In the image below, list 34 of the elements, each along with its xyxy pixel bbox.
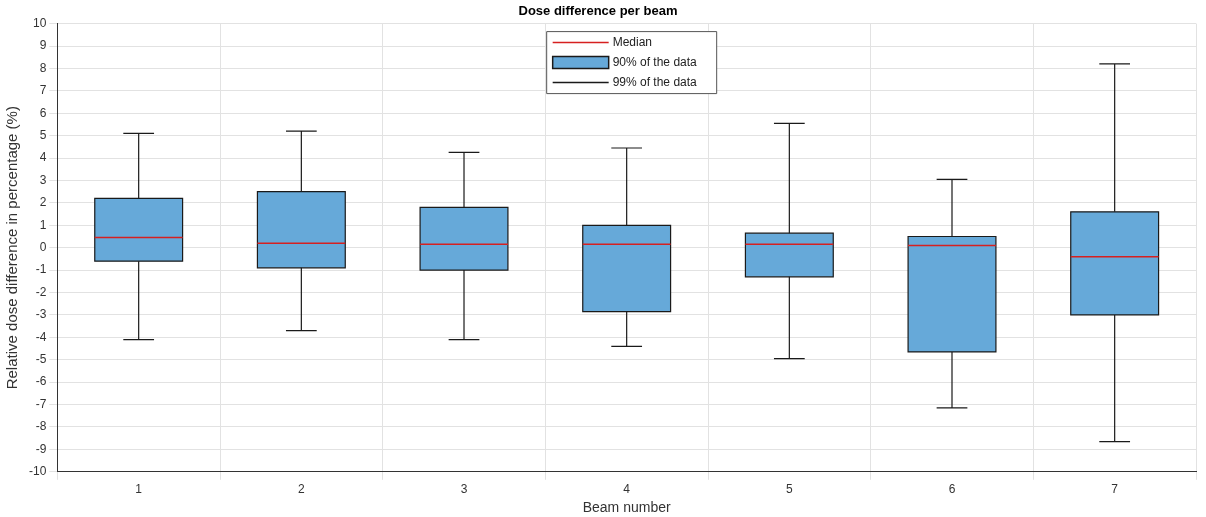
x-axis-title: Beam number — [582, 499, 671, 516]
annotation: Median — [612, 34, 653, 49]
chart-title: Dose difference per beam — [518, 3, 678, 19]
x-tick-label: 7 — [1111, 482, 1119, 497]
y-tick-label: 5 — [39, 127, 47, 142]
y-tick-label: -4 — [35, 329, 47, 344]
y-tick-label: 4 — [39, 150, 47, 165]
y-tick-label: -6 — [35, 374, 47, 389]
y-tick-label: -3 — [35, 307, 47, 322]
y-tick-label: 10 — [32, 15, 47, 30]
x-tick-label: 5 — [785, 482, 793, 497]
y-tick-label: -7 — [35, 396, 47, 411]
y-tick-label: 6 — [39, 105, 47, 120]
y-tick-label: 3 — [39, 172, 47, 187]
y-tick-label: 8 — [39, 60, 47, 75]
x-tick-label: 1 — [135, 482, 143, 497]
y-tick-label: 7 — [39, 83, 47, 98]
y-tick-label: 9 — [39, 38, 47, 53]
y-tick-label: -10 — [29, 464, 47, 479]
y-tick-label: -8 — [35, 419, 47, 434]
y-axis-title: Relative dose difference in percentage (%) — [3, 106, 21, 390]
y-tick-label: -2 — [35, 284, 47, 299]
y-tick-label: 2 — [39, 195, 47, 210]
y-tick-label: -1 — [35, 262, 47, 277]
x-tick-label: 6 — [948, 482, 956, 497]
annotation: 99% of the data — [612, 74, 698, 89]
x-tick-label: 4 — [623, 482, 631, 497]
x-tick-label: 3 — [460, 482, 468, 497]
y-tick-label: -9 — [35, 441, 47, 456]
legend-label: 90% of the data — [612, 54, 698, 69]
x-tick-label: 2 — [298, 482, 305, 497]
y-tick-label: 0 — [39, 240, 47, 255]
y-tick-label: 1 — [39, 217, 47, 232]
y-tick-label: -5 — [35, 352, 47, 367]
